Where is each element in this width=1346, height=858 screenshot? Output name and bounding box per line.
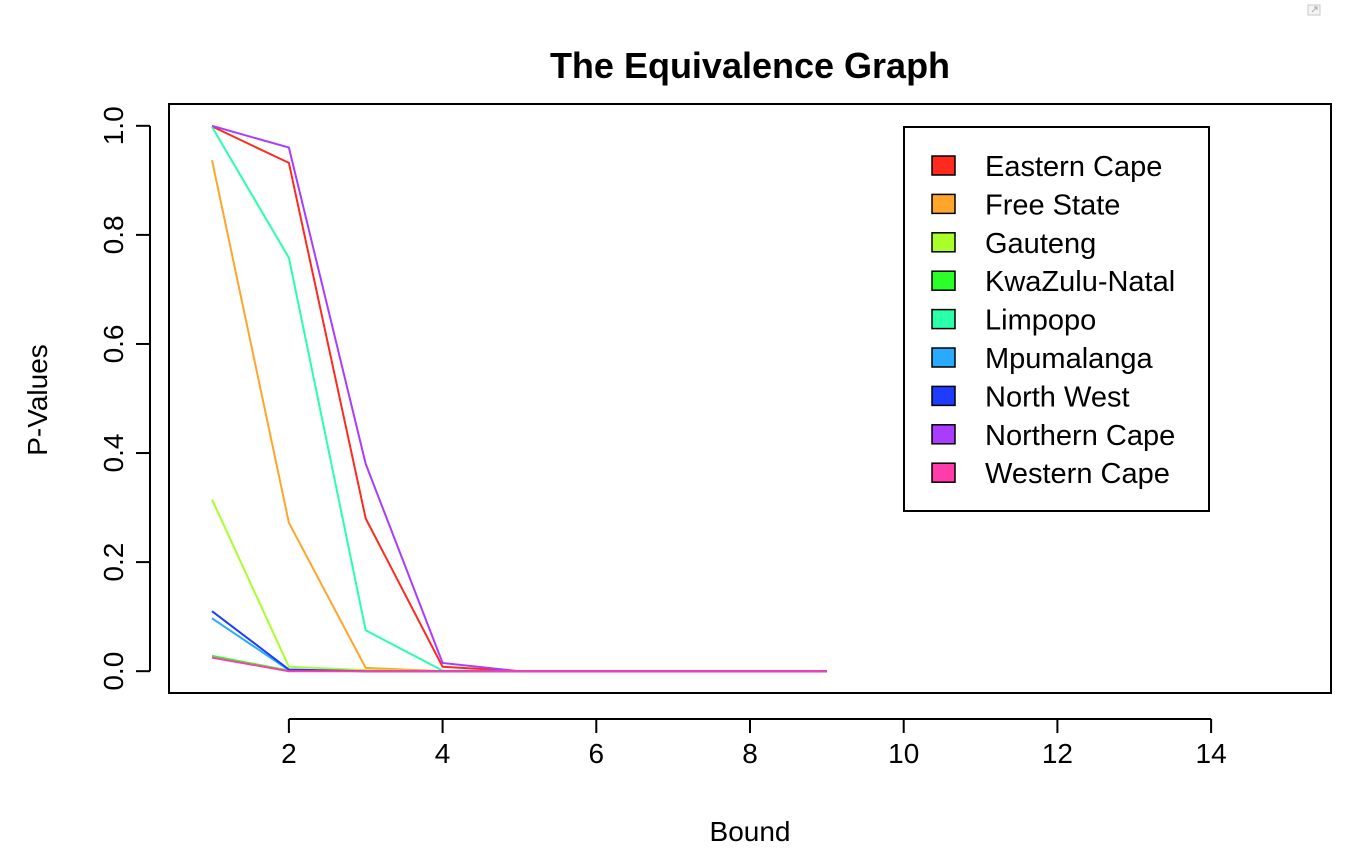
legend-swatch <box>931 424 956 445</box>
x-tick-label: 4 <box>435 738 451 769</box>
x-tick-label: 2 <box>281 738 297 769</box>
series-line-5 <box>211 617 827 673</box>
x-axis: 2 4 6 8 10 12 14 <box>281 718 1227 769</box>
series-line-7 <box>211 124 827 673</box>
resize-icon <box>1307 4 1321 16</box>
series-line-2 <box>211 498 827 673</box>
legend-swatch <box>931 308 956 330</box>
legend-label: Limpopo <box>985 305 1096 337</box>
legend-swatch <box>931 232 956 253</box>
legend-label: KwaZulu-Natal <box>985 266 1175 298</box>
legend-label: Mpumalanga <box>985 343 1154 375</box>
x-axis-label: Bound <box>710 816 791 847</box>
legend-label: Free State <box>985 189 1120 221</box>
y-tick-label: 0.4 <box>98 434 129 473</box>
x-tick-label: 10 <box>888 738 919 769</box>
y-tick-label: 0.2 <box>98 543 129 582</box>
legend-label: North West <box>985 381 1130 413</box>
series-lines <box>211 124 827 673</box>
x-tick-label: 14 <box>1196 738 1227 769</box>
legend-label: Eastern Cape <box>985 151 1162 183</box>
x-tick-label: 12 <box>1042 738 1073 769</box>
legend: Eastern Cape Free State Gauteng KwaZulu-Nat… <box>903 126 1210 512</box>
legend-swatch <box>931 462 956 483</box>
legend-swatch <box>931 385 956 407</box>
series-line-6 <box>211 610 827 673</box>
y-axis-label: P-Values <box>22 344 53 456</box>
y-tick-label: 0.8 <box>98 215 129 254</box>
x-tick-label: 6 <box>589 738 605 769</box>
legend-items: Eastern Cape Free State Gauteng KwaZulu-Nat… <box>931 151 1175 490</box>
series-line-8 <box>211 656 827 673</box>
plot-frame <box>168 103 1332 694</box>
x-tick-label: 8 <box>742 738 758 769</box>
legend-swatch <box>931 155 956 176</box>
legend-label: Northern Cape <box>985 420 1175 452</box>
y-axis: 0.0 0.2 0.4 0.6 0.8 1.0 <box>98 106 151 691</box>
legend-label: Gauteng <box>985 228 1096 260</box>
legend-swatch <box>931 347 956 368</box>
legend-swatch <box>931 270 956 291</box>
y-tick-label: 1.0 <box>98 106 129 145</box>
legend-label: Western Cape <box>985 458 1170 490</box>
chart-title: The Equivalence Graph <box>550 45 950 86</box>
y-tick-label: 0.6 <box>98 324 129 363</box>
y-tick-label: 0.0 <box>98 652 129 691</box>
legend-swatch <box>931 193 956 215</box>
